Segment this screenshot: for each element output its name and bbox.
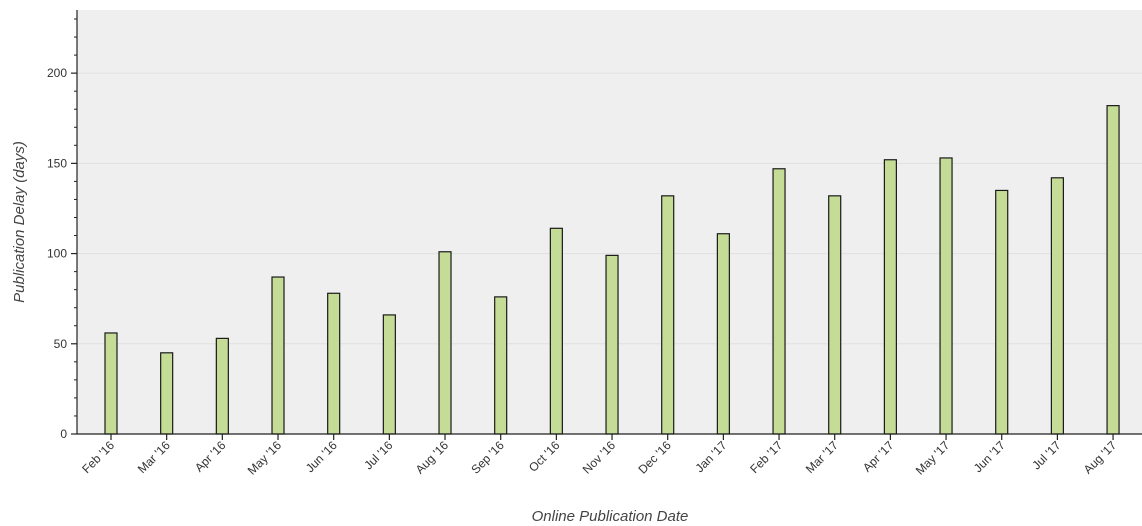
axes xyxy=(76,10,1142,435)
x-tick-label: Dec '16 xyxy=(635,438,674,477)
x-tick-label: Aug '16 xyxy=(413,438,452,477)
y-tick-label: 150 xyxy=(47,156,67,170)
x-tick-label: Aug '17 xyxy=(1081,438,1120,477)
bar-18 xyxy=(1106,105,1120,435)
bar-17 xyxy=(1050,177,1064,435)
gridlines xyxy=(77,72,1142,345)
bar-6 xyxy=(438,251,452,435)
y-axis-ticks: 0 50 100 150 200 xyxy=(47,18,77,441)
bar-12 xyxy=(772,168,786,435)
bar-15 xyxy=(939,157,953,435)
x-tick-label: Apr '16 xyxy=(192,438,229,475)
y-tick-label: 0 xyxy=(60,427,67,441)
x-tick-label: Jan '17 xyxy=(692,438,729,475)
bar-4 xyxy=(327,292,341,435)
x-tick-label: Feb '17 xyxy=(747,438,785,476)
x-tick-label: May '17 xyxy=(913,438,953,478)
bar-9 xyxy=(605,254,619,435)
y-axis-title: Publication Delay (days) xyxy=(11,141,28,303)
bars xyxy=(104,105,1120,435)
bar-11 xyxy=(716,233,730,435)
y-tick-label: 100 xyxy=(47,247,67,261)
x-tick-label: Nov '16 xyxy=(580,438,619,477)
x-tick-label: Jul '17 xyxy=(1029,438,1063,472)
x-tick-label: Apr '17 xyxy=(860,438,897,475)
x-tick-label: Feb '16 xyxy=(79,438,117,476)
bar-13 xyxy=(828,195,842,435)
bar-8 xyxy=(549,227,563,435)
bar-1 xyxy=(160,352,174,435)
x-axis-ticks: Feb '16 Mar '16 Apr '16 May '16 Jun '16 Jul '… xyxy=(79,434,1119,478)
y-tick-label: 200 xyxy=(47,66,67,80)
bar-0 xyxy=(104,332,118,435)
x-tick-label: Sep '16 xyxy=(468,438,507,477)
bar-16 xyxy=(995,189,1009,435)
bar-3 xyxy=(271,276,285,435)
x-tick-label: Mar '16 xyxy=(135,438,173,476)
x-tick-label: Jul '16 xyxy=(361,438,395,472)
x-tick-label: Mar '17 xyxy=(803,438,841,476)
x-axis-title: Online Publication Date xyxy=(532,508,689,525)
bar-7 xyxy=(494,296,508,435)
x-tick-label: Jun '16 xyxy=(303,438,340,475)
bar-10 xyxy=(661,195,675,435)
y-tick-label: 50 xyxy=(54,337,68,351)
bar-14 xyxy=(883,159,897,435)
x-tick-label: Oct '16 xyxy=(526,438,563,475)
bar-2 xyxy=(215,337,229,435)
x-tick-label: Jun '17 xyxy=(971,438,1008,475)
x-tick-label: May '16 xyxy=(245,438,285,478)
bar-5 xyxy=(382,314,396,435)
